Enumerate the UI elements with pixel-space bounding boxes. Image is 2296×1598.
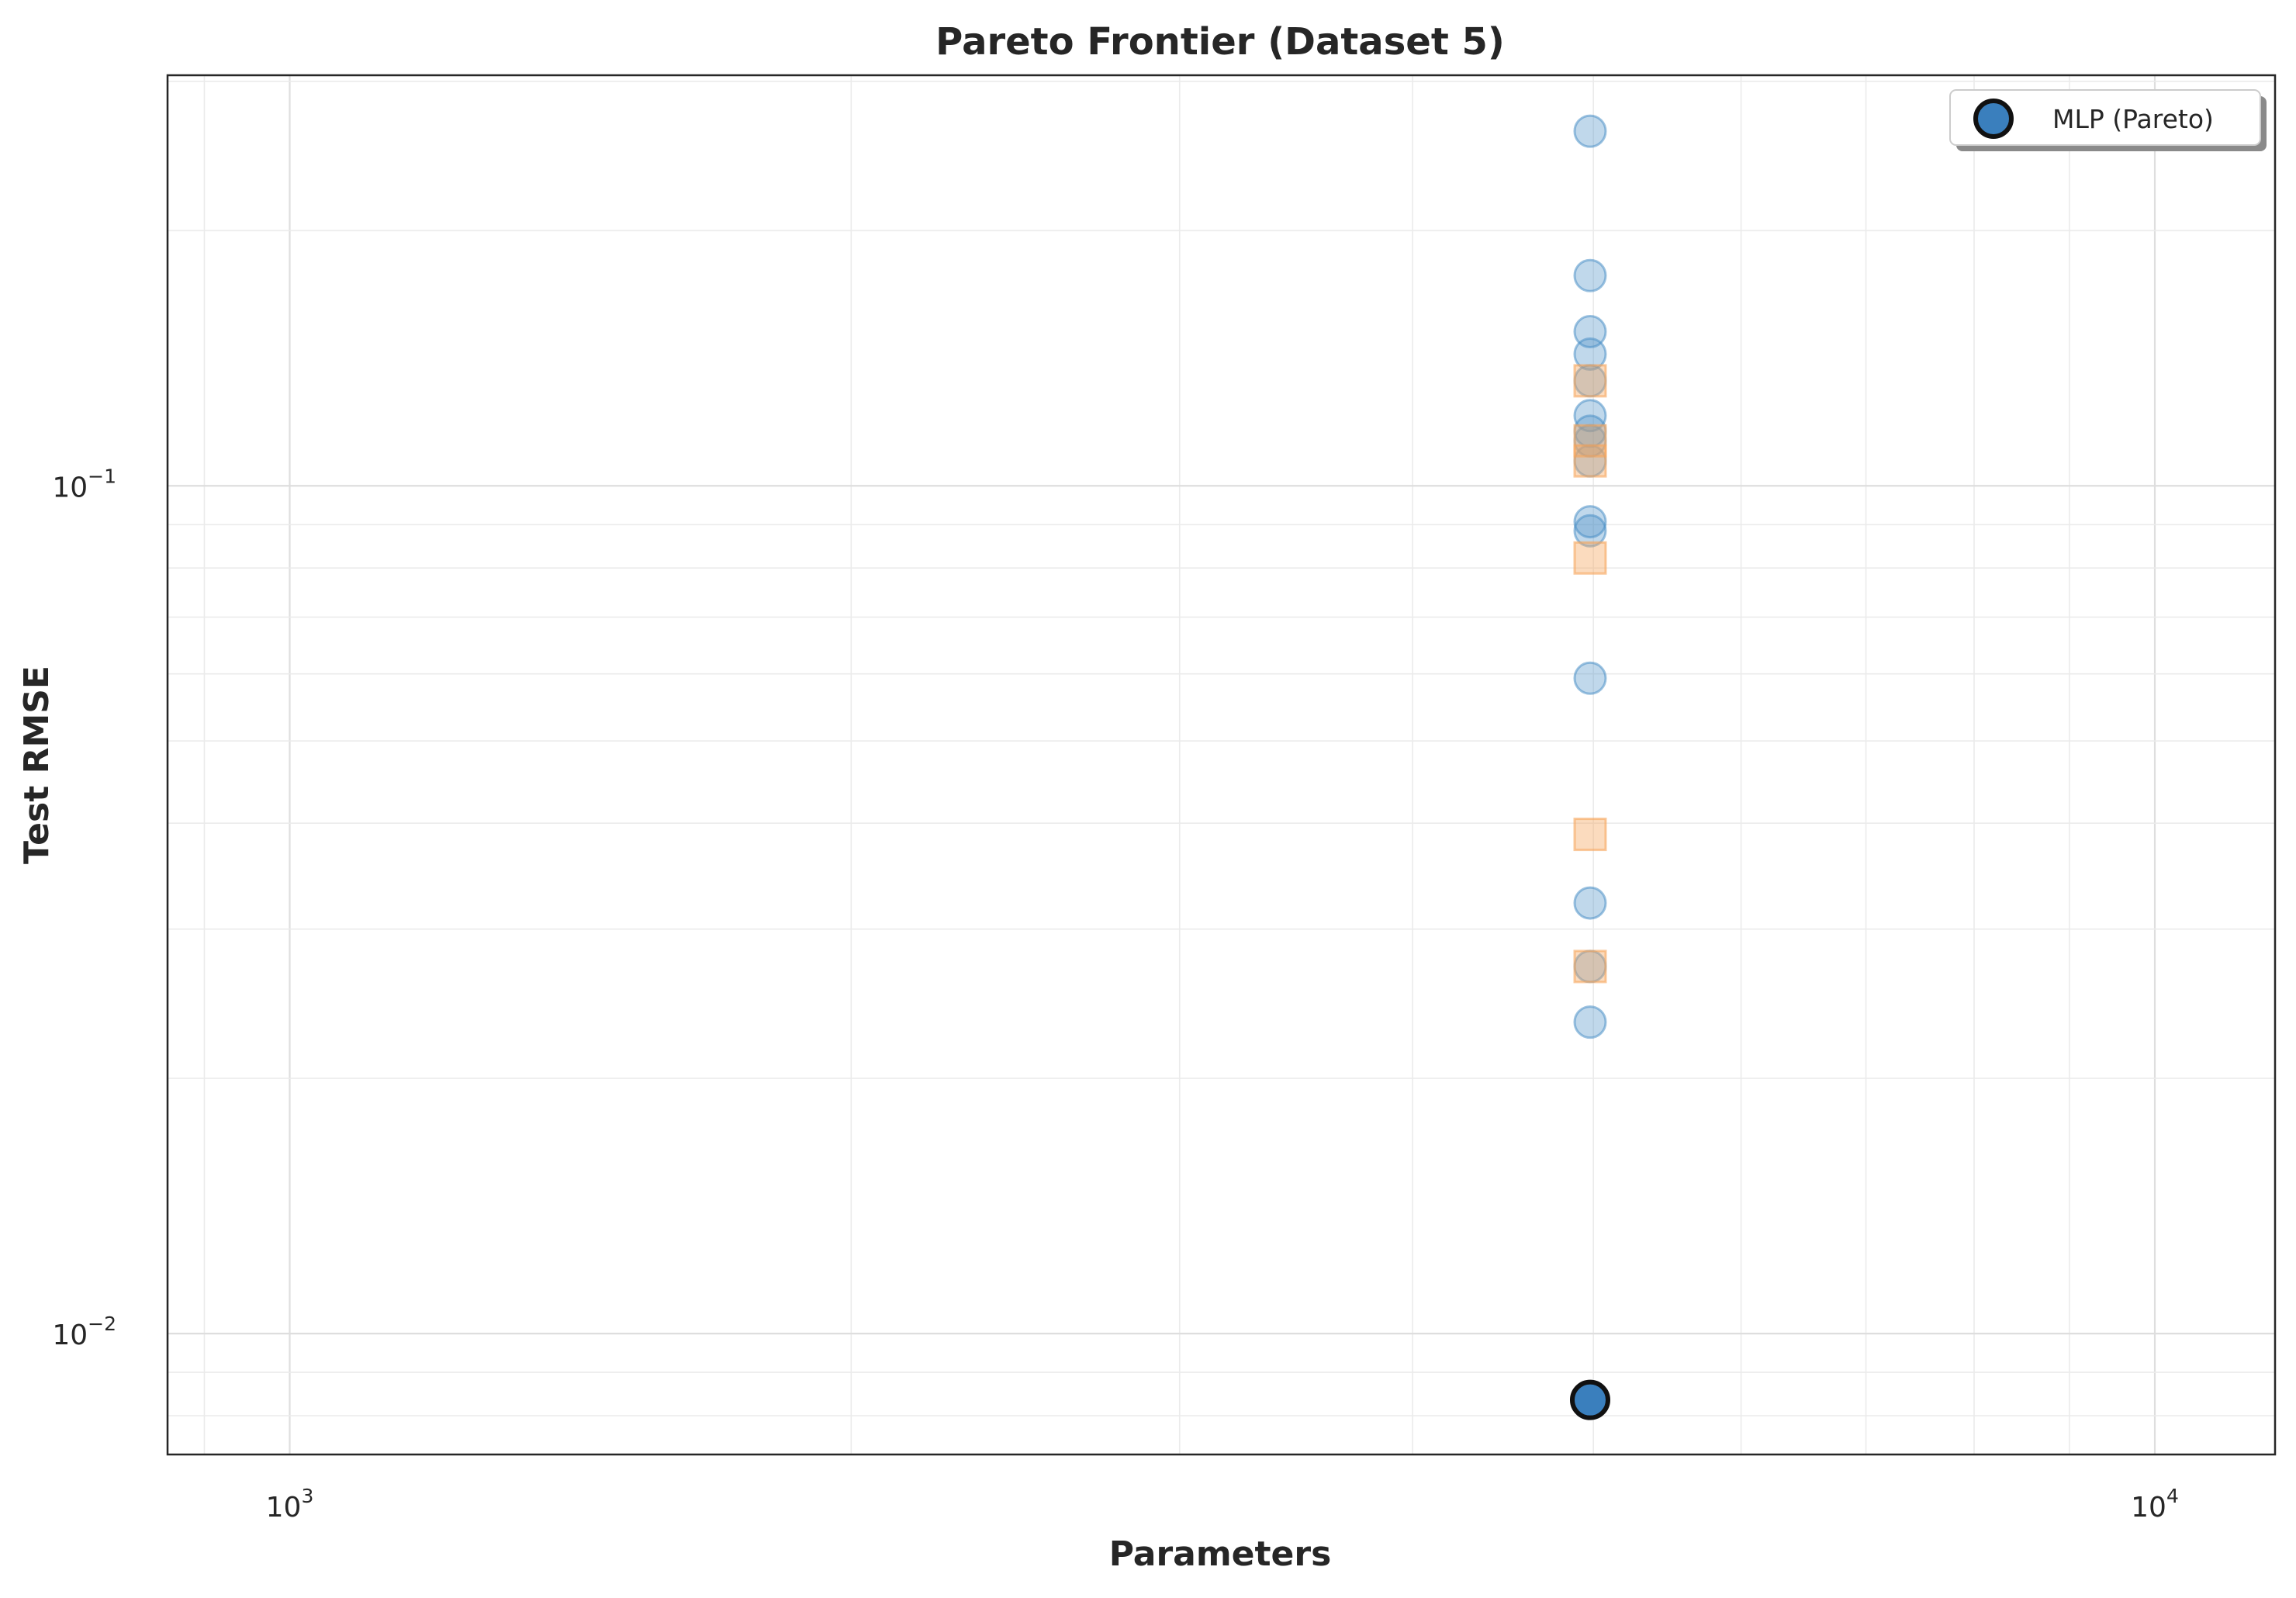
circle-point [1573, 886, 1607, 920]
circle-point [1573, 505, 1607, 539]
legend-label: MLP (Pareto) [2052, 104, 2214, 134]
x-tick-label: 104 [2131, 1485, 2179, 1524]
square-point [1573, 444, 1607, 478]
y-tick-label: 10−1 [52, 465, 116, 503]
legend-box [1949, 89, 2261, 146]
circle-point [1573, 514, 1607, 548]
circle-point [1573, 1005, 1607, 1039]
data-points [1569, 114, 1610, 1420]
plot-frame [166, 74, 2277, 1456]
circle-point [1573, 258, 1607, 292]
x-tick-label: 103 [266, 1485, 314, 1524]
y-tick-label: 10−2 [52, 1313, 116, 1351]
y-axis-label: Test RMSE [17, 666, 57, 864]
circle-point [1573, 337, 1607, 372]
circle-point [1573, 661, 1607, 695]
square-point [1573, 364, 1607, 398]
square-point [1573, 949, 1607, 984]
square-point [1573, 541, 1607, 575]
pareto-point [1569, 1379, 1610, 1420]
chart-title: Pareto Frontier (Dataset 5) [935, 20, 1505, 64]
x-axis-label: Parameters [1109, 1534, 1332, 1574]
square-point [1573, 818, 1607, 852]
grid-lines [168, 75, 2275, 1454]
legend: MLP (Pareto) [1949, 89, 2267, 151]
square-point [1573, 424, 1607, 458]
legend-pareto-marker [1973, 99, 2014, 139]
tick-labels: 103 104 10−2 10−1 [52, 465, 2179, 1524]
circle-point [1573, 114, 1607, 148]
